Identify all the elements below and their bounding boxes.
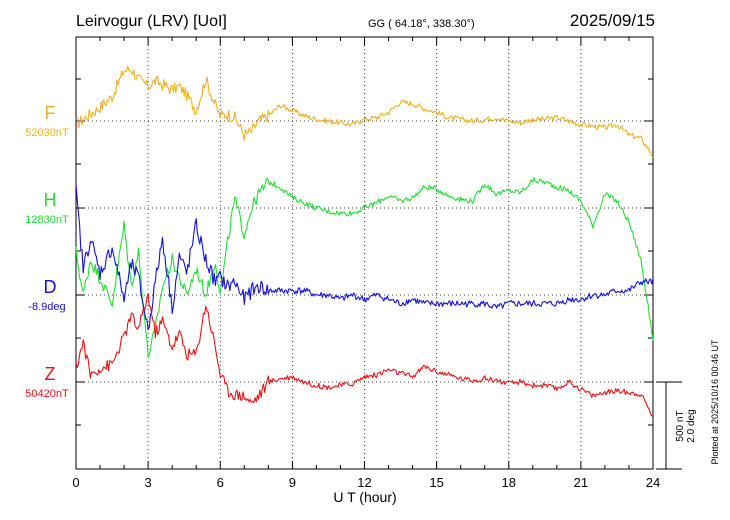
scale-bar: 500 nT 2.0 deg	[656, 381, 697, 470]
x-tick-label: 24	[646, 475, 660, 490]
series-line-z	[75, 292, 654, 417]
chart-date: 2025/09/15	[570, 11, 655, 30]
grid	[76, 37, 653, 469]
x-axis-label: U T (hour)	[333, 489, 396, 505]
scale-label-deg: 2.0 deg	[686, 409, 697, 442]
axis-ticks: 0 3 6 9 12 15 18 21 24	[72, 37, 660, 490]
series-labels: F 52030nT H 12830nT D -8.9deg Z 50420nT	[25, 103, 69, 400]
series-line-f	[75, 65, 654, 158]
series-baseline-d: -8.9deg	[28, 301, 65, 313]
x-tick-label: 0	[72, 475, 79, 490]
series-line-d	[75, 183, 654, 331]
series-name-f: F	[45, 103, 56, 123]
x-tick-label: 15	[429, 475, 443, 490]
x-tick-label: 12	[357, 475, 371, 490]
plotted-note: Plotted at 2025/10/16 00:46 UT	[710, 339, 720, 465]
series-baseline-f: 52030nT	[25, 127, 69, 139]
series-baseline-z: 50420nT	[25, 388, 69, 400]
x-tick-label: 9	[289, 475, 296, 490]
chart-title: Leirvogur (LRV) [UoI]	[76, 13, 227, 30]
series-name-z: Z	[45, 364, 56, 384]
x-tick-label: 3	[145, 475, 152, 490]
series-name-d: D	[44, 277, 57, 297]
scale-label-nt: 500 nT	[675, 410, 686, 441]
chart-subtitle: GG ( 64.18°, 338.30°)	[368, 18, 475, 30]
series-name-h: H	[44, 190, 57, 210]
series-lines	[75, 65, 654, 417]
x-tick-label: 21	[574, 475, 588, 490]
x-tick-label: 18	[502, 475, 516, 490]
x-tick-label: 6	[217, 475, 224, 490]
series-baseline-h: 12830nT	[25, 214, 69, 226]
series-line-h	[75, 177, 654, 358]
